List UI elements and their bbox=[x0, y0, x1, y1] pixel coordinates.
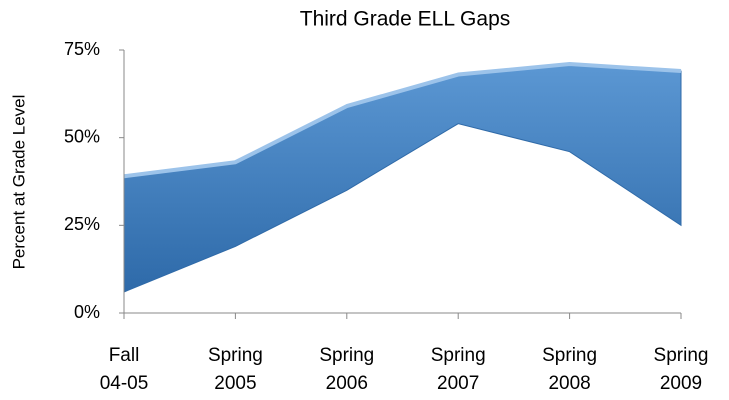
y-tick-label: 50% bbox=[64, 126, 100, 146]
y-axis-label: Percent at Grade Level bbox=[9, 95, 28, 270]
x-tick-label: Spring 2005 bbox=[208, 345, 263, 394]
x-tick-label: Spring 2008 bbox=[542, 345, 597, 394]
chart-title: Third Grade ELL Gaps bbox=[300, 8, 511, 31]
y-tick-label: 25% bbox=[64, 214, 100, 234]
x-tick-label: Spring 2007 bbox=[431, 345, 486, 394]
x-tick-label: Fall 04-05 bbox=[100, 345, 149, 394]
x-tick-label: Spring 2006 bbox=[319, 345, 374, 394]
y-tick-label: 0% bbox=[74, 302, 100, 322]
x-tick-label: Spring 2009 bbox=[654, 345, 709, 394]
y-tick-label: 75% bbox=[64, 39, 100, 59]
upper-edge bbox=[123, 62, 682, 179]
band-area bbox=[123, 63, 682, 293]
